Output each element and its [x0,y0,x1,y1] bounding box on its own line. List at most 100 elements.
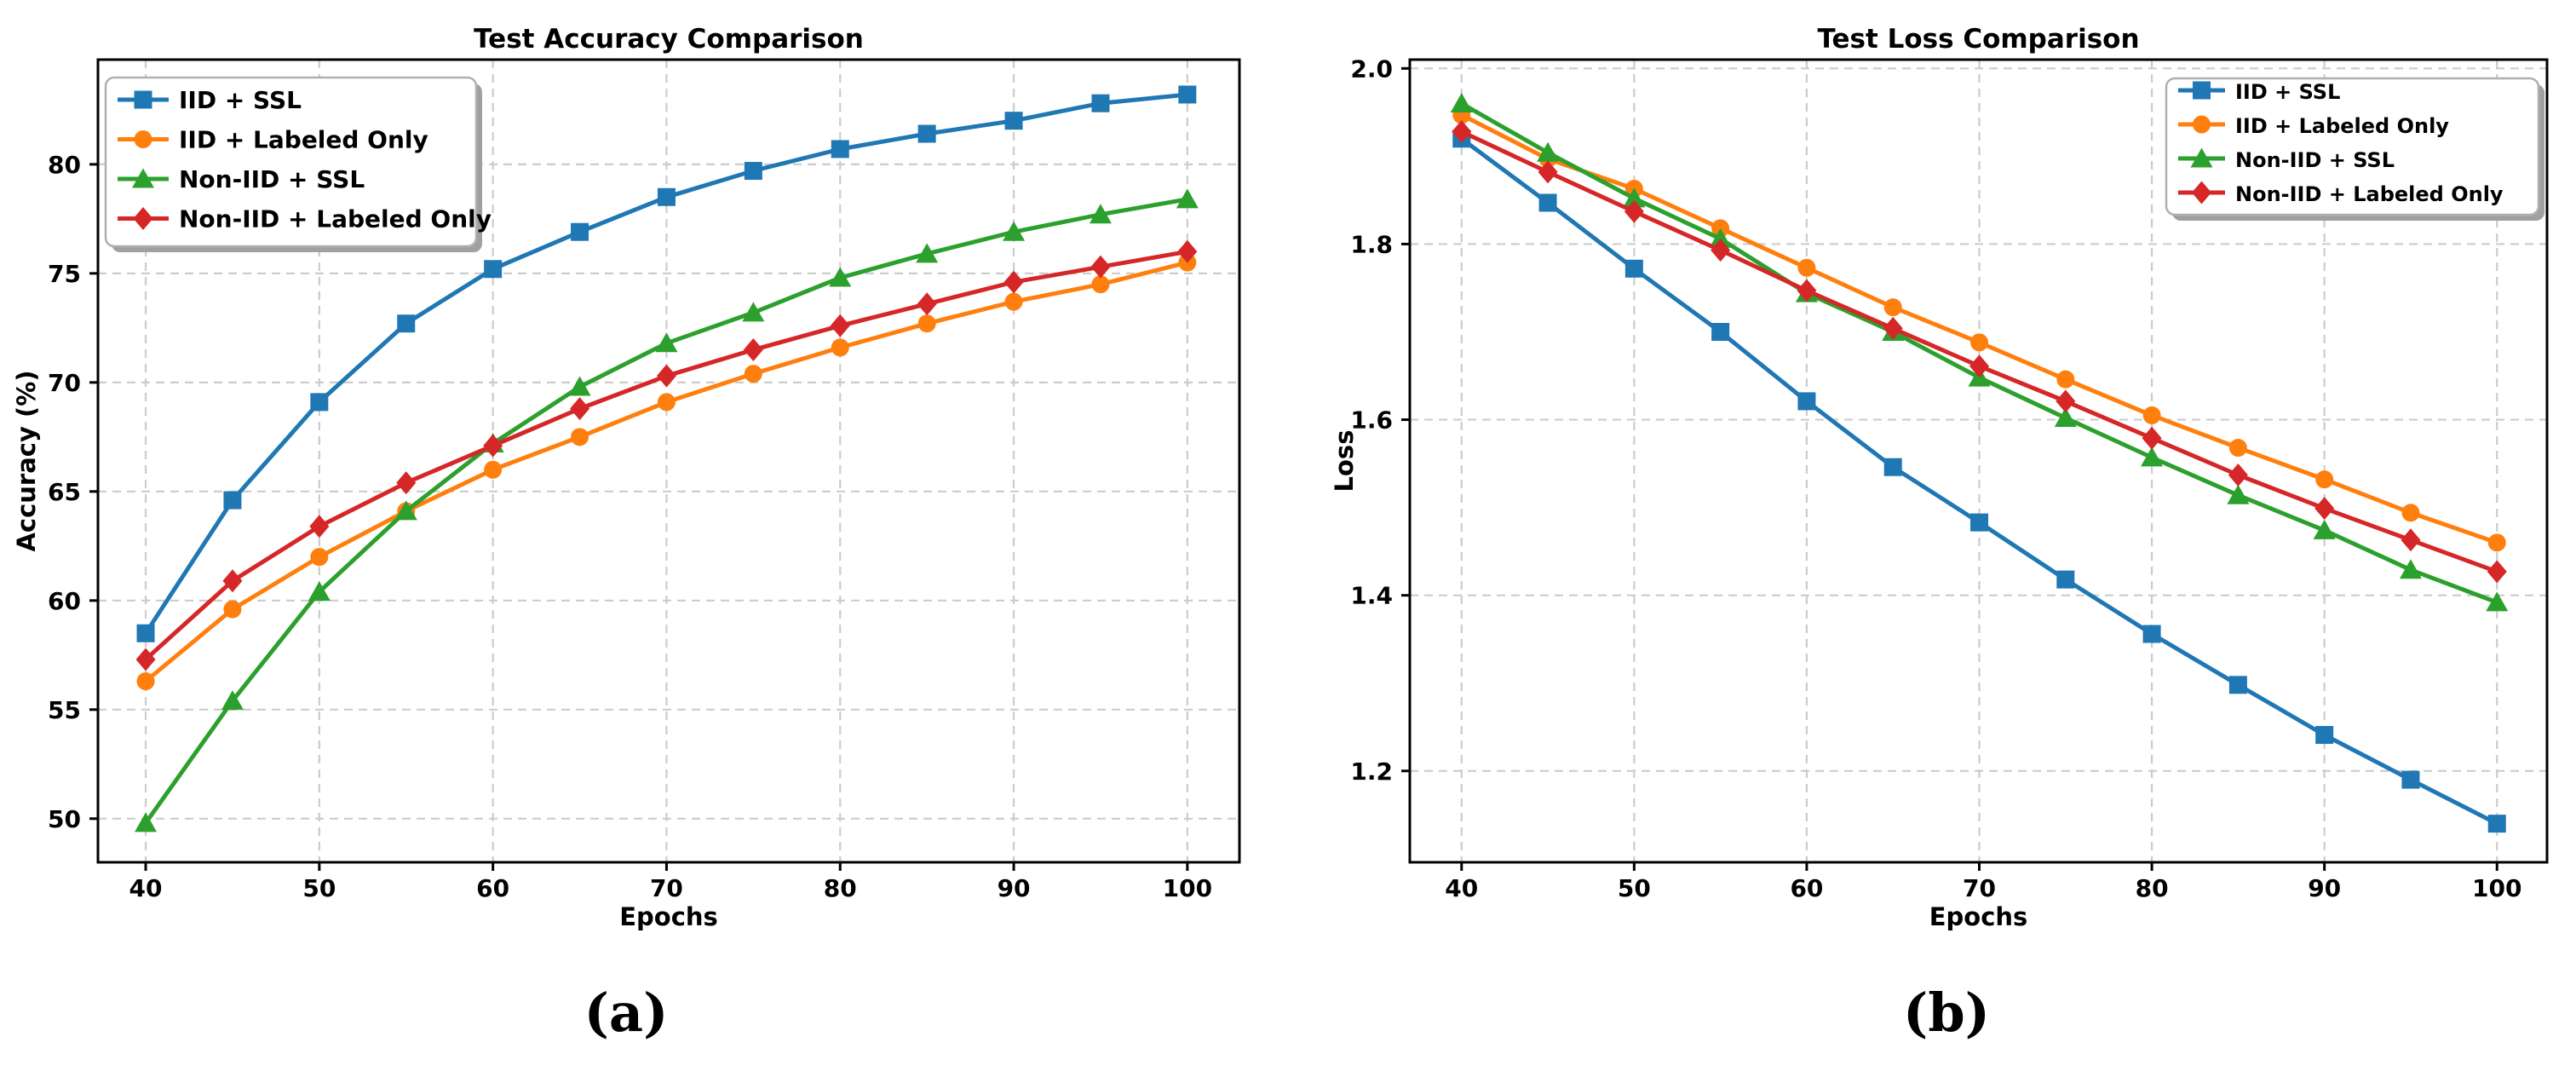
circle-marker [1970,333,1989,352]
diamond-marker [1969,354,1990,378]
diamond-marker [1624,199,1644,223]
legend-label: IID + Labeled Only [2235,114,2449,138]
triangle-marker [2227,484,2250,504]
diamond-icon [133,207,153,230]
circle-marker [1091,275,1110,294]
triangle-marker [2313,519,2336,539]
chart-title-accuracy: Test Accuracy Comparison [474,24,864,55]
diamond-marker [1883,316,1903,340]
triangle-marker [2054,406,2077,427]
legend-entry: IID + SSL [118,86,302,114]
axes-accuracy: 40 50 60 70 80 90 100 50 55 60 65 70 75 80 [48,151,1212,902]
y-tick-label: 75 [48,260,81,288]
x-axis-label-accuracy: Epochs [619,902,718,931]
diamond-marker [2056,389,2076,413]
legend-loss: IID + SSL IID + Labeled Only Non-IID + SSL… [2165,77,2544,221]
x-tick-label: 50 [1618,874,1651,902]
circle-marker [2228,439,2247,458]
square-icon [2193,81,2211,100]
y-tick-label: 2.0 [1350,55,1393,83]
x-tick-label: 90 [998,874,1031,902]
diamond-marker [2228,463,2248,487]
diamond-marker [1090,255,1111,279]
legend-box [104,76,478,248]
series-loss-non-iid-labeled-only [1452,120,2507,584]
square-marker [1883,458,1902,476]
square-marker [831,140,849,158]
series-accuracy-iid-ssl [136,85,1197,642]
y-tick-label: 1.6 [1350,406,1393,435]
diamond-marker [222,569,243,593]
y-axis-label-loss: Loss [1330,430,1359,492]
legend-entry: IID + SSL [2178,80,2340,104]
square-marker [2056,570,2075,589]
square-marker [2228,676,2247,694]
diamond-marker [2401,528,2421,552]
legend-entry: IID + Labeled Only [118,126,428,154]
diamond-marker [309,515,330,538]
square-marker [571,222,589,241]
diamond-marker [830,314,850,337]
chart-loss: 40 50 60 70 80 90 100 1.2 1.4 1.6 1.8 2.0 Test Loss … [1330,24,2549,931]
x-axis-label-loss: Epochs [1929,902,2028,931]
legend-label: IID + SSL [179,86,302,114]
square-icon [134,90,152,109]
square-marker [1797,392,1816,411]
diamond-marker [2314,497,2335,521]
circle-marker [484,460,503,479]
circle-marker [2142,406,2161,424]
diamond-marker [1452,120,1472,144]
circle-marker [136,672,155,691]
triangle-marker [2141,446,2164,467]
diamond-marker [483,434,503,458]
triangle-marker [829,267,852,287]
x-tick-label: 50 [302,874,336,902]
axes-loss: 40 50 60 70 80 90 100 1.2 1.4 1.6 1.8 2.0 [1350,55,2521,902]
triangle-icon [2190,147,2213,168]
triangle-marker [1003,221,1026,241]
circle-marker [310,548,329,567]
square-marker [484,260,503,279]
legend-entry: Non-IID + SSL [118,165,365,193]
circle-icon [2193,115,2211,134]
diamond-marker [2487,560,2507,584]
y-tick-label: 70 [48,369,81,397]
square-marker [310,393,329,412]
diamond-marker [917,292,937,316]
x-tick-label: 90 [2308,874,2341,902]
circle-marker [2315,470,2334,489]
chart-title-loss: Test Loss Comparison [1817,24,2139,55]
gridlines-loss [1410,60,2547,862]
triangle-marker [1450,93,1473,113]
square-marker [2142,625,2161,643]
legend-label: IID + SSL [2235,80,2340,104]
diamond-marker [570,397,590,421]
circle-marker [917,314,936,333]
square-marker [223,491,242,510]
circle-icon [134,130,152,148]
triangle-marker [2486,591,2509,612]
triangle-marker [1623,187,1646,208]
triangle-marker [742,302,765,322]
x-tick-label: 80 [824,874,857,902]
square-marker [397,314,416,333]
y-tick-label: 1.8 [1350,230,1393,258]
diamond-marker [1797,279,1817,302]
series-loss-iid-ssl [1452,130,2506,833]
circle-marker [1797,258,1816,277]
circle-marker [2401,504,2420,522]
x-tick-label: 40 [129,874,163,902]
y-tick-label: 80 [48,151,81,179]
legend-box [2165,77,2540,216]
x-tick-label: 100 [2472,874,2521,902]
series-accuracy-non-iid-labeled-only [135,239,1198,671]
square-marker [1004,112,1023,130]
y-tick-label: 1.4 [1350,582,1393,610]
square-marker [2401,770,2420,789]
triangle-marker [2399,559,2422,579]
diamond-marker [135,648,156,671]
x-tick-label: 60 [1790,874,1823,902]
chart-accuracy: 40 50 60 70 80 90 100 50 55 60 65 70 75 80 Test Accura… [12,24,1241,931]
